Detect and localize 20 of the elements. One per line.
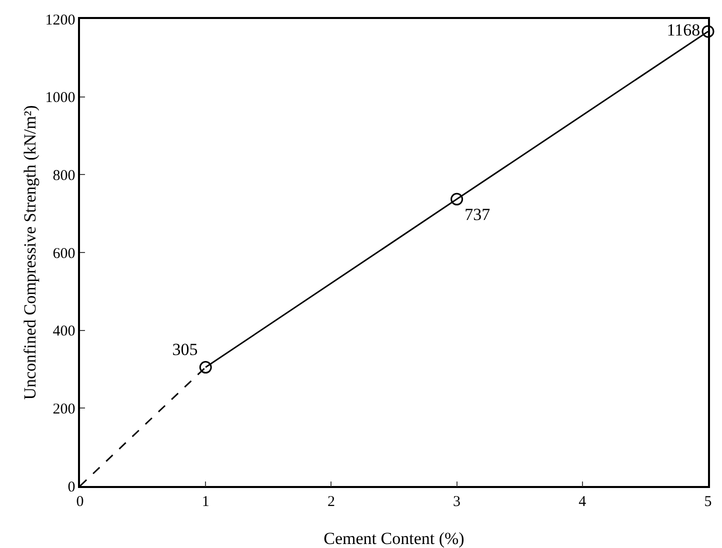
y-tick-label: 800 xyxy=(52,168,76,184)
y-tick-label: 0 xyxy=(68,479,76,496)
y-tick-label: 200 xyxy=(52,401,76,418)
point xyxy=(199,361,212,374)
data-label: 1168 xyxy=(666,20,700,40)
x-tick-label: 4 xyxy=(578,494,587,510)
point xyxy=(702,25,714,38)
y-tick-label: 1200 xyxy=(45,12,76,28)
data-label: 305 xyxy=(172,340,198,360)
x-tick-label: 3 xyxy=(453,494,461,510)
x-axis-title: Cement Content (%) xyxy=(324,529,464,548)
data-label: 737 xyxy=(464,204,491,224)
point xyxy=(450,192,464,206)
y-tick-label: 400 xyxy=(52,324,76,340)
x-tick-label: 5 xyxy=(704,494,712,510)
y-axis-title: Unconfined Compressive Strength (kN/m²) xyxy=(20,105,40,400)
y-tick-label: 1000 xyxy=(45,90,76,106)
x-tick-label: 2 xyxy=(327,494,335,510)
x-tick-label: 1 xyxy=(202,494,210,510)
y-tick-label: 600 xyxy=(52,246,76,262)
